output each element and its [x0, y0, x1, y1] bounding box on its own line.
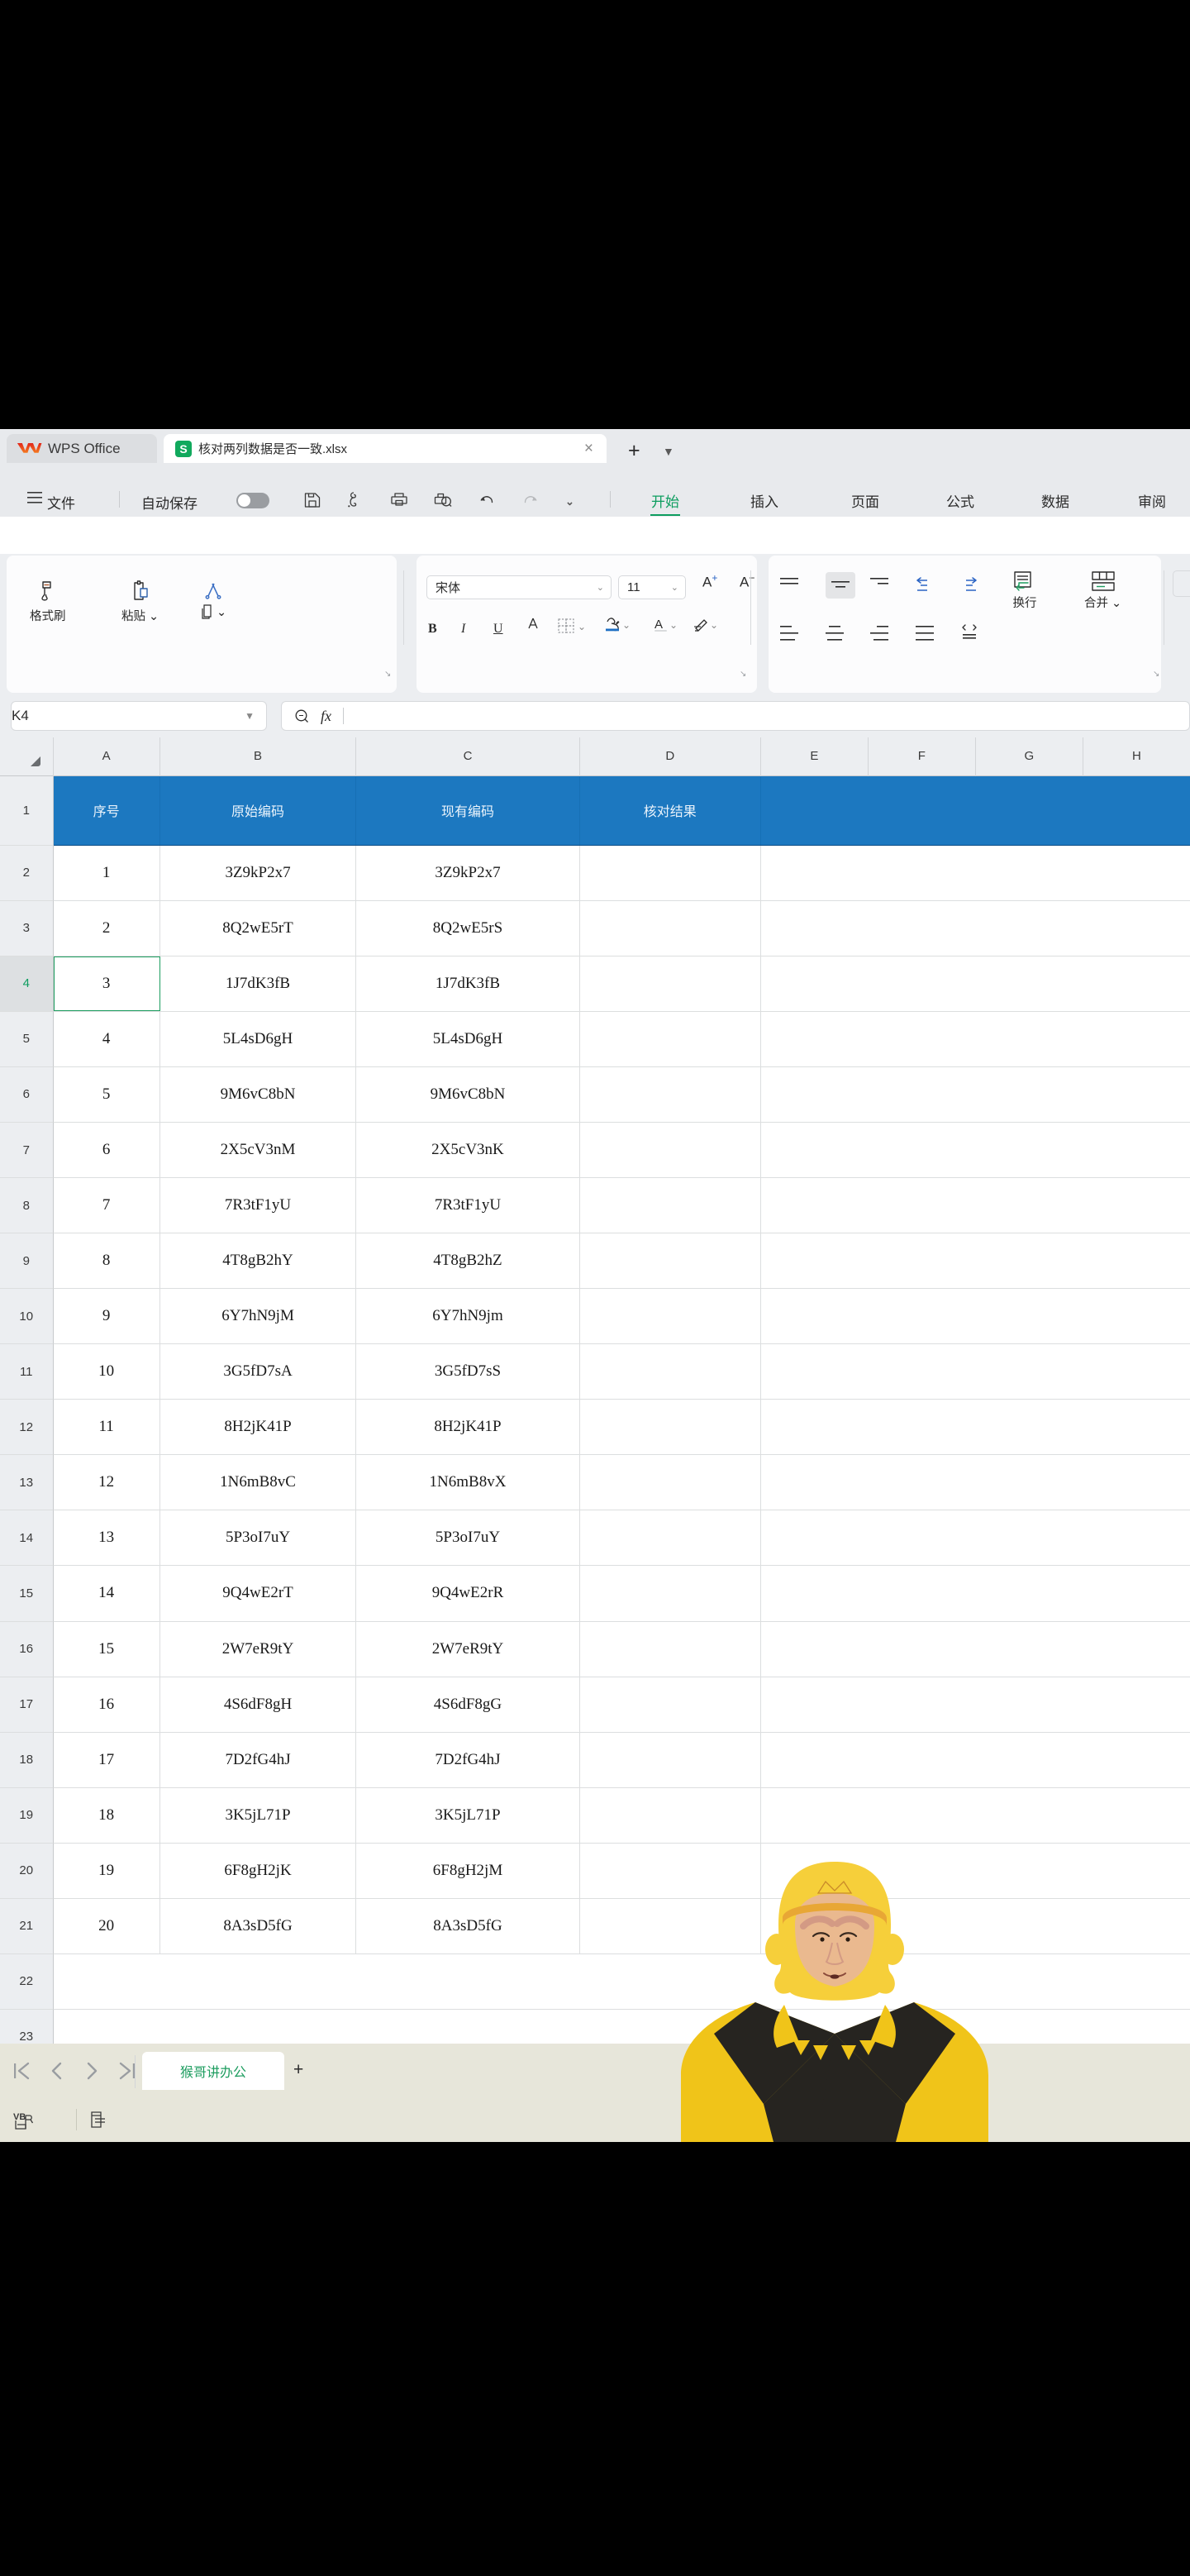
svg-text:A: A — [654, 618, 663, 632]
svg-text:VB: VB — [13, 2112, 26, 2122]
